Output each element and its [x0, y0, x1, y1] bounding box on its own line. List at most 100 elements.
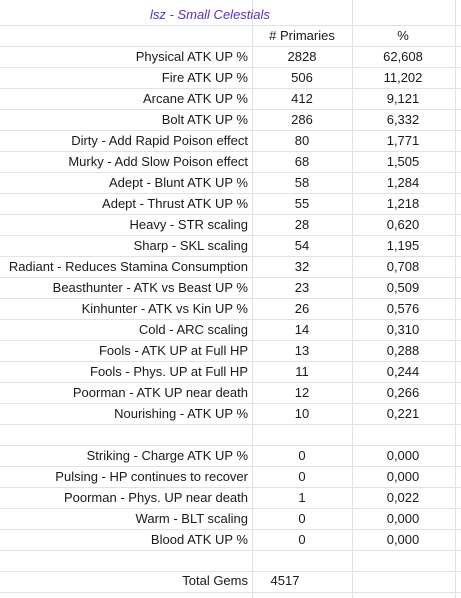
row-count[interactable]: 412	[291, 91, 313, 106]
row-count[interactable]: 286	[291, 112, 313, 127]
table-row: Adept - Thrust ATK UP % 55 1,218	[0, 193, 461, 214]
row-percent[interactable]: 1,218	[386, 196, 420, 211]
row-percent[interactable]: 0,288	[386, 343, 420, 358]
row-label[interactable]: Murky - Add Slow Poison effect	[68, 154, 248, 169]
row-count[interactable]: 10	[294, 406, 310, 421]
header-percent[interactable]: %	[397, 28, 409, 43]
table-row: Striking - Charge ATK UP % 0 0,000	[0, 445, 461, 466]
row-count[interactable]: 506	[291, 70, 313, 85]
row-label[interactable]: Adept - Thrust ATK UP %	[102, 196, 248, 211]
row-percent[interactable]: 0,509	[386, 280, 420, 295]
row-label[interactable]: Dirty - Add Rapid Poison effect	[71, 133, 248, 148]
row-count[interactable]: 55	[294, 196, 310, 211]
row-count[interactable]: 28	[294, 217, 310, 232]
row-count[interactable]: 1	[298, 490, 306, 505]
row-label[interactable]: Striking - Charge ATK UP %	[86, 448, 248, 463]
row-label[interactable]: Fire ATK UP %	[161, 70, 248, 85]
row-divider	[0, 46, 461, 47]
row-divider	[0, 277, 461, 278]
table-row: Beasthunter - ATK vs Beast UP % 23 0,509	[0, 277, 461, 298]
row-count[interactable]: 54	[294, 238, 310, 253]
row-count[interactable]: 80	[294, 133, 310, 148]
row-divider	[0, 172, 461, 173]
row-label[interactable]: Nourishing - ATK UP %	[114, 406, 248, 421]
row-label[interactable]: Bolt ATK UP %	[161, 112, 248, 127]
row-label[interactable]: Pulsing - HP continues to recover	[55, 469, 248, 484]
table-row: Murky - Add Slow Poison effect 68 1,505	[0, 151, 461, 172]
row-count[interactable]: 12	[294, 385, 310, 400]
sheet-title[interactable]: lsz - Small Celestials	[150, 7, 270, 22]
row-count[interactable]: 26	[294, 301, 310, 316]
row-count[interactable]: 58	[294, 175, 310, 190]
row-percent[interactable]: 9,121	[386, 91, 420, 106]
total-label[interactable]: Total Gems	[182, 573, 248, 588]
header-row: # Primaries %	[0, 25, 461, 46]
table-row: Radiant - Reduces Stamina Consumption 32 0…	[0, 256, 461, 277]
row-percent[interactable]: 1,195	[386, 238, 420, 253]
table-row: Warm - BLT scaling 0 0,000	[0, 508, 461, 529]
title-row: lsz - Small Celestials	[0, 4, 461, 25]
row-count[interactable]: 23	[294, 280, 310, 295]
row-count[interactable]: 32	[294, 259, 310, 274]
row-divider	[0, 508, 461, 509]
row-divider	[0, 88, 461, 89]
row-percent[interactable]: 6,332	[386, 112, 420, 127]
row-percent[interactable]: 0,576	[386, 301, 420, 316]
row-label[interactable]: Adept - Blunt ATK UP %	[109, 175, 248, 190]
row-label[interactable]: Poorman - ATK UP near death	[72, 385, 248, 400]
row-percent[interactable]: 0,022	[386, 490, 420, 505]
row-count[interactable]: 2828	[287, 49, 317, 64]
row-divider	[0, 193, 461, 194]
row-count[interactable]: 0	[298, 532, 306, 547]
row-label[interactable]: Beasthunter - ATK vs Beast UP %	[52, 280, 248, 295]
row-count[interactable]: 14	[294, 322, 310, 337]
row-percent[interactable]: 11,202	[383, 70, 423, 85]
row-divider	[0, 403, 461, 404]
row-label[interactable]: Heavy - STR scaling	[129, 217, 248, 232]
column-divider	[252, 0, 253, 598]
row-label[interactable]: Physical ATK UP %	[135, 49, 248, 64]
row-divider	[0, 529, 461, 530]
row-percent[interactable]: 0,620	[386, 217, 420, 232]
row-label[interactable]: Arcane ATK UP %	[142, 91, 248, 106]
row-label[interactable]: Fools - ATK UP at Full HP	[98, 343, 248, 358]
row-label[interactable]: Blood ATK UP %	[150, 532, 248, 547]
row-percent[interactable]: 1,771	[386, 133, 420, 148]
row-percent[interactable]: 62,608	[383, 49, 423, 64]
row-label[interactable]: Sharp - SKL scaling	[133, 238, 248, 253]
row-percent[interactable]: 0,000	[386, 532, 420, 547]
row-label[interactable]: Poorman - Phys. UP near death	[63, 490, 248, 505]
row-count[interactable]: 0	[298, 448, 306, 463]
row-label[interactable]: Cold - ARC scaling	[138, 322, 248, 337]
row-percent[interactable]: 0,000	[386, 511, 420, 526]
row-divider	[0, 25, 461, 26]
row-percent[interactable]: 0,244	[386, 364, 420, 379]
row-percent[interactable]: 0,708	[386, 259, 420, 274]
row-percent[interactable]: 1,284	[386, 175, 420, 190]
row-label[interactable]: Warm - BLT scaling	[135, 511, 248, 526]
total-value[interactable]: 4517	[270, 573, 300, 588]
row-count[interactable]: 13	[294, 343, 310, 358]
row-label[interactable]: Radiant - Reduces Stamina Consumption	[8, 259, 248, 274]
row-percent[interactable]: 0,000	[386, 448, 420, 463]
row-label[interactable]: Kinhunter - ATK vs Kin UP %	[81, 301, 248, 316]
row-percent[interactable]: 0,221	[386, 406, 420, 421]
table-row: Heavy - STR scaling 28 0,620	[0, 214, 461, 235]
row-count[interactable]: 0	[298, 511, 306, 526]
row-count[interactable]: 68	[294, 154, 310, 169]
row-count[interactable]: 11	[295, 364, 309, 379]
row-divider	[0, 487, 461, 488]
row-percent[interactable]: 1,505	[386, 154, 420, 169]
table-row: Sharp - SKL scaling 54 1,195	[0, 235, 461, 256]
row-divider	[0, 130, 461, 131]
table-row: Fire ATK UP % 506 11,202	[0, 67, 461, 88]
row-percent[interactable]: 0,310	[386, 322, 420, 337]
table-row: Kinhunter - ATK vs Kin UP % 26 0,576	[0, 298, 461, 319]
header-primaries[interactable]: # Primaries	[269, 28, 335, 43]
row-percent[interactable]: 0,000	[386, 469, 420, 484]
column-divider	[352, 0, 353, 598]
row-percent[interactable]: 0,266	[386, 385, 420, 400]
row-count[interactable]: 0	[298, 469, 306, 484]
row-label[interactable]: Fools - Phys. UP at Full HP	[90, 364, 248, 379]
